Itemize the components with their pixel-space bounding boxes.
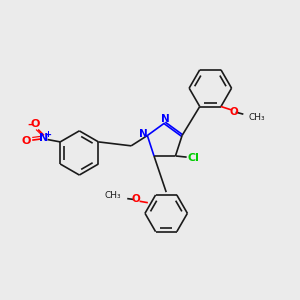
Text: +: + xyxy=(44,130,51,139)
Text: CH₃: CH₃ xyxy=(248,113,265,122)
Text: CH₃: CH₃ xyxy=(105,191,121,200)
Text: O: O xyxy=(230,106,238,116)
Text: N: N xyxy=(161,114,170,124)
Text: O: O xyxy=(31,119,40,129)
Text: N: N xyxy=(139,129,147,139)
Text: O: O xyxy=(21,136,30,146)
Text: O: O xyxy=(132,194,140,204)
Text: -: - xyxy=(28,120,32,130)
Text: Cl: Cl xyxy=(187,153,199,163)
Text: N: N xyxy=(39,134,49,143)
